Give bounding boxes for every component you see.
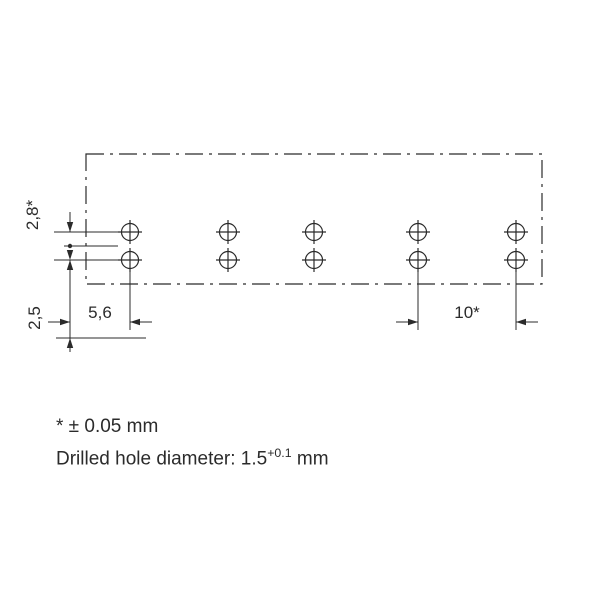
drill-hole xyxy=(216,220,240,244)
hole-diameter-note: Drilled hole diameter: 1.5+0.1 mm xyxy=(56,446,329,470)
drill-hole xyxy=(406,248,430,272)
dim-label-2-8: 2,8* xyxy=(23,199,42,230)
tolerance-note: * ± 0.05 mm xyxy=(56,416,158,438)
drill-hole xyxy=(504,220,528,244)
dim-label-2-5: 2,5 xyxy=(25,306,44,330)
drill-hole xyxy=(302,248,326,272)
dim-label-5-6: 5,6 xyxy=(88,303,112,322)
drill-hole xyxy=(216,248,240,272)
drill-hole xyxy=(406,220,430,244)
drill-hole xyxy=(118,220,142,244)
dim-label-10: 10* xyxy=(454,303,480,322)
drill-hole xyxy=(504,248,528,272)
drill-pattern-diagram: 2,8* 2,5 5,6 10* xyxy=(0,0,600,600)
drill-hole xyxy=(302,220,326,244)
drill-hole xyxy=(118,248,142,272)
